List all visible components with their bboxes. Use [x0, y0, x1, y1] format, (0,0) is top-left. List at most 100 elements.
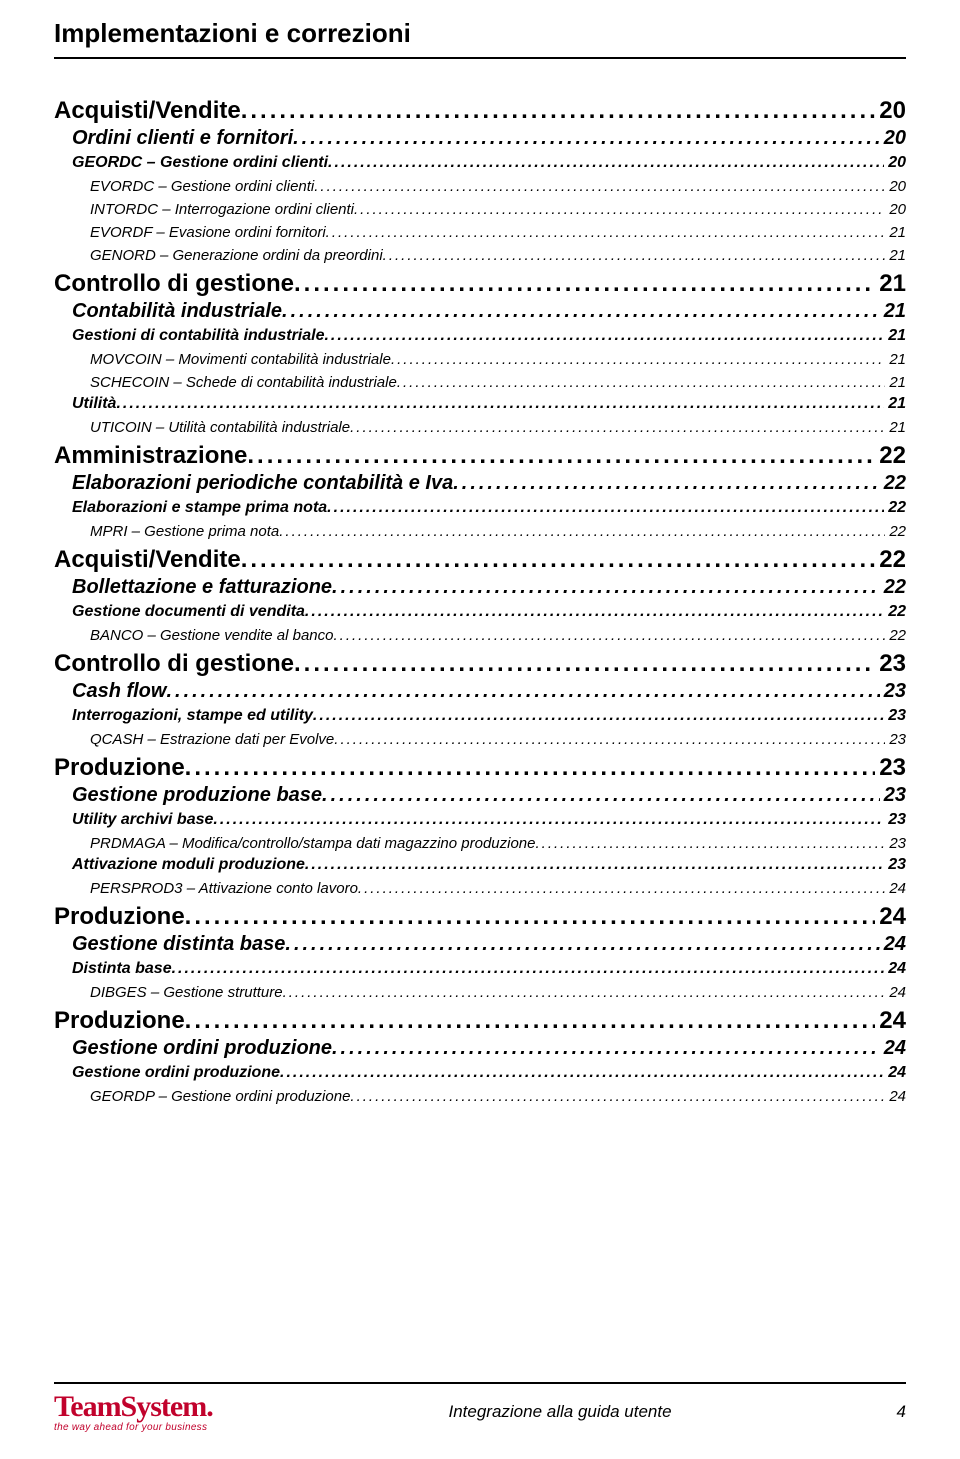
- toc-label: EVORDC – Gestione ordini clienti: [90, 178, 314, 195]
- toc-leader: [305, 603, 884, 621]
- toc-page: 24: [875, 903, 906, 931]
- toc-page: 21: [880, 300, 906, 323]
- toc-page: 22: [885, 627, 906, 644]
- toc-leader: [294, 650, 875, 678]
- toc-leader: [324, 327, 884, 345]
- toc-entry: Distinta base 24: [72, 960, 906, 978]
- toc-page: 20: [875, 97, 906, 125]
- toc-page: 21: [885, 247, 906, 264]
- toc-label: Produzione: [54, 1007, 185, 1035]
- toc-label: Gestione ordini produzione: [72, 1037, 332, 1060]
- toc-page: 23: [884, 811, 906, 829]
- toc-entry: Controllo di gestione 23: [54, 650, 906, 678]
- brand-dot: .: [206, 1390, 213, 1423]
- page: Implementazioni e correzioni Acquisti/Ve…: [0, 0, 960, 1459]
- toc-entry: SCHECOIN – Schede di contabilità industr…: [90, 374, 906, 391]
- toc-leader: [285, 933, 879, 956]
- toc-label: EVORDF – Evasione ordini fornitori: [90, 224, 326, 241]
- toc-label: Produzione: [54, 903, 185, 931]
- toc-entry: Utility archivi base 23: [72, 811, 906, 829]
- toc-entry: UTICOIN – Utilità contabilità industrial…: [90, 419, 906, 436]
- toc-page: 24: [880, 933, 906, 956]
- brand-block: TeamSystem. the way ahead for your busin…: [54, 1390, 254, 1433]
- toc-page: 23: [884, 707, 906, 725]
- toc-leader: [350, 1088, 885, 1105]
- toc-leader: [241, 546, 876, 574]
- toc-page: 20: [885, 201, 906, 218]
- toc-label: Ordini clienti e fornitori: [72, 127, 293, 150]
- toc-leader: [536, 835, 886, 852]
- toc-entry: Cash flow 23: [72, 680, 906, 703]
- toc-leader: [241, 97, 876, 125]
- header-rule: [54, 57, 906, 59]
- footer: TeamSystem. the way ahead for your busin…: [54, 1382, 906, 1433]
- toc-label: PRDMAGA – Modifica/controllo/stampa dati…: [90, 835, 536, 852]
- toc-page: 21: [884, 395, 906, 413]
- toc-leader: [185, 1007, 876, 1035]
- footer-center-text: Integrazione alla guida utente: [254, 1402, 866, 1422]
- toc-leader: [313, 707, 884, 725]
- toc-label: GEORDC – Gestione ordini clienti: [72, 154, 328, 172]
- toc-label: INTORDC – Interrogazione ordini clienti: [90, 201, 354, 218]
- toc-entry: Utilità 21: [72, 395, 906, 413]
- toc-page: 22: [885, 523, 906, 540]
- toc-leader: [358, 880, 885, 897]
- toc-page: 22: [884, 603, 906, 621]
- toc-label: Gestione ordini produzione: [72, 1064, 280, 1082]
- toc-leader: [332, 1037, 880, 1060]
- toc-page: 20: [880, 127, 906, 150]
- toc-entry: INTORDC – Interrogazione ordini clienti …: [90, 201, 906, 218]
- toc-entry: Attivazione moduli produzione 23: [72, 856, 906, 874]
- toc-label: QCASH – Estrazione dati per Evolve: [90, 731, 334, 748]
- toc-page: 22: [875, 546, 906, 574]
- toc-page: 24: [884, 960, 906, 978]
- toc-leader: [116, 395, 884, 413]
- toc-entry: Produzione 24: [54, 903, 906, 931]
- toc-leader: [247, 442, 875, 470]
- toc-leader: [332, 576, 880, 599]
- toc-page: 23: [884, 856, 906, 874]
- toc-page: 21: [885, 374, 906, 391]
- toc-leader: [453, 472, 880, 495]
- toc-leader: [213, 811, 884, 829]
- toc-page: 21: [885, 351, 906, 368]
- toc-leader: [166, 680, 879, 703]
- toc-page: 24: [884, 1064, 906, 1082]
- toc-entry: QCASH – Estrazione dati per Evolve 23: [90, 731, 906, 748]
- toc-leader: [172, 960, 885, 978]
- toc-page: 20: [885, 178, 906, 195]
- toc-leader: [280, 1064, 884, 1082]
- toc-label: Distinta base: [72, 960, 172, 978]
- toc-label: Amministrazione: [54, 442, 247, 470]
- toc-label: GEORDP – Gestione ordini produzione: [90, 1088, 350, 1105]
- toc-leader: [350, 419, 885, 436]
- toc-page: 23: [880, 680, 906, 703]
- toc-label: Acquisti/Vendite: [54, 97, 241, 125]
- toc-label: Controllo di gestione: [54, 270, 294, 298]
- toc-label: Produzione: [54, 754, 185, 782]
- toc-page: 21: [875, 270, 906, 298]
- toc-entry: Elaborazioni e stampe prima nota 22: [72, 499, 906, 517]
- toc-label: UTICOIN – Utilità contabilità industrial…: [90, 419, 350, 436]
- toc-entry: Contabilità industriale 21: [72, 300, 906, 323]
- toc-label: Elaborazioni periodiche contabilità e Iv…: [72, 472, 453, 495]
- toc-label: BANCO – Gestione vendite al banco: [90, 627, 333, 644]
- toc-leader: [322, 784, 880, 807]
- toc-label: Acquisti/Vendite: [54, 546, 241, 574]
- toc-label: Attivazione moduli produzione: [72, 856, 305, 874]
- toc-page: 21: [885, 419, 906, 436]
- toc-page: 23: [885, 731, 906, 748]
- toc-entry: GENORD – Generazione ordini da preordini…: [90, 247, 906, 264]
- toc-entry: EVORDC – Gestione ordini clienti 20: [90, 178, 906, 195]
- toc-entry: PRDMAGA – Modifica/controllo/stampa dati…: [90, 835, 906, 852]
- toc-entry: Bollettazione e fatturazione 22: [72, 576, 906, 599]
- toc-label: Gestioni di contabilità industriale: [72, 327, 324, 345]
- toc-entry: BANCO – Gestione vendite al banco 22: [90, 627, 906, 644]
- toc-entry: GEORDC – Gestione ordini clienti 20: [72, 154, 906, 172]
- brand-tagline: the way ahead for your business: [54, 1422, 254, 1433]
- toc-entry: Acquisti/Vendite 22: [54, 546, 906, 574]
- toc-page: 22: [880, 472, 906, 495]
- toc-entry: Gestione ordini produzione 24: [72, 1064, 906, 1082]
- toc-entry: GEORDP – Gestione ordini produzione 24: [90, 1088, 906, 1105]
- brand-logo: TeamSystem.: [54, 1390, 254, 1424]
